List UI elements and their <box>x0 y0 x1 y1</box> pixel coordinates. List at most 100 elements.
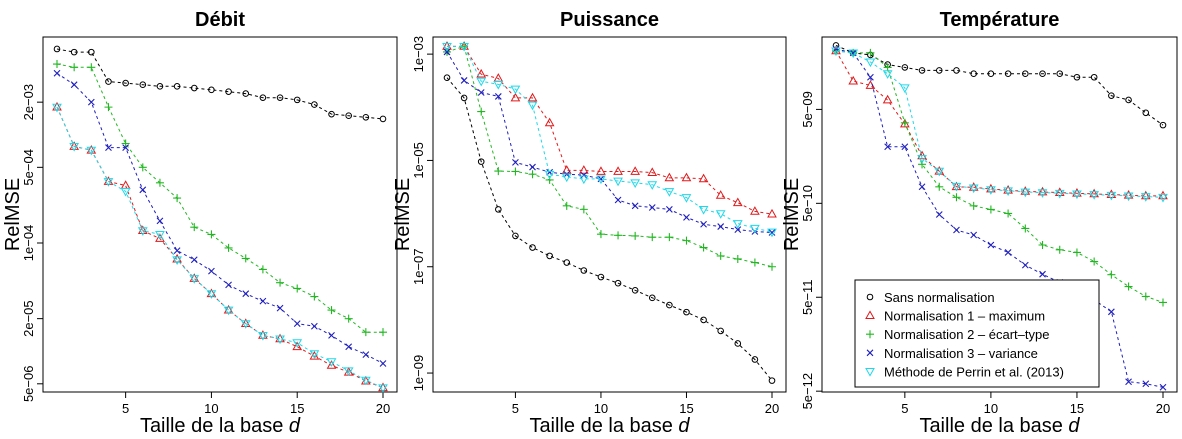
y-tick-label: 5e−09 <box>800 91 815 128</box>
x-tick-label: 15 <box>1070 401 1084 416</box>
data-point <box>310 292 319 301</box>
x-tick-label: 5 <box>122 401 129 416</box>
data-point <box>240 320 251 329</box>
series-line <box>835 50 1163 197</box>
data-point <box>105 144 112 152</box>
legend-entry: Normalisation 3 – variance <box>866 346 1038 361</box>
data-point <box>918 160 927 169</box>
data-point <box>883 63 892 72</box>
data-point <box>665 205 673 213</box>
data-point <box>309 350 320 360</box>
y-tick-label: 1e−03 <box>411 36 426 73</box>
data-point <box>986 183 996 193</box>
data-point <box>648 204 656 211</box>
legend-entry: Sans normalisation <box>866 290 995 305</box>
series-3 <box>832 46 1167 307</box>
data-point <box>259 94 267 101</box>
y-tick-label: 1e−05 <box>411 142 426 179</box>
y-tick-label: 1e−04 <box>21 225 36 262</box>
data-point <box>103 178 114 187</box>
chart-title: Puissance <box>560 9 659 31</box>
data-point <box>698 173 709 183</box>
data-point <box>631 287 639 294</box>
data-point <box>223 304 234 314</box>
data-point <box>596 230 605 239</box>
data-point <box>493 80 504 90</box>
data-point <box>578 175 589 185</box>
data-point <box>105 78 112 85</box>
data-point <box>207 230 216 239</box>
data-point <box>1089 191 1100 200</box>
data-point <box>293 284 302 293</box>
data-point <box>1038 241 1047 250</box>
data-point <box>1106 189 1117 198</box>
data-point <box>750 206 760 215</box>
data-point <box>768 377 776 384</box>
data-point <box>1125 96 1132 104</box>
data-point <box>361 328 370 337</box>
series-line <box>56 106 384 389</box>
data-point <box>935 67 943 74</box>
data-point <box>1107 308 1115 316</box>
data-point <box>69 143 80 152</box>
data-point <box>258 330 268 339</box>
data-point <box>734 226 742 233</box>
data-point <box>378 384 388 393</box>
data-point <box>242 90 250 97</box>
data-point <box>137 227 148 236</box>
data-point <box>122 79 129 87</box>
data-point <box>494 167 503 176</box>
data-point <box>596 166 606 175</box>
data-point <box>241 254 250 263</box>
data-point <box>1054 189 1065 199</box>
data-point <box>52 101 62 111</box>
data-point <box>103 176 114 185</box>
data-point <box>969 201 978 210</box>
data-point <box>1004 70 1012 77</box>
data-point <box>666 301 673 309</box>
data-point <box>1004 209 1013 218</box>
data-point <box>970 231 978 239</box>
data-point <box>104 103 113 112</box>
data-point <box>1090 73 1098 81</box>
legend-label: Méthode de Perrin et al. (2013) <box>884 364 1064 379</box>
data-point <box>326 358 337 367</box>
series-line <box>446 51 773 233</box>
data-point <box>614 279 622 287</box>
data-point <box>700 316 707 324</box>
legend-label: Normalisation 2 – écart–type <box>884 327 1049 342</box>
data-point <box>53 69 61 77</box>
y-tick-label: 5e−12 <box>800 373 815 410</box>
data-point <box>327 306 336 315</box>
data-point <box>494 93 502 100</box>
data-point <box>1003 184 1013 194</box>
data-point <box>613 166 623 175</box>
data-point <box>345 343 353 351</box>
data-point <box>225 281 232 289</box>
data-point <box>715 190 726 199</box>
legend-marker <box>865 368 875 377</box>
data-point <box>597 273 605 281</box>
data-point <box>734 340 742 347</box>
x-tick-label: 5 <box>512 401 519 416</box>
data-point <box>545 175 554 184</box>
data-point <box>1106 191 1117 201</box>
data-point <box>495 206 502 213</box>
series-line <box>446 77 773 381</box>
data-point <box>293 320 301 327</box>
data-point <box>1158 193 1168 203</box>
y-axis-label: RelMSE <box>2 178 24 251</box>
data-point <box>1072 248 1081 257</box>
data-point <box>987 70 995 77</box>
series-line <box>447 45 773 233</box>
data-point <box>750 258 759 267</box>
data-point <box>172 256 182 265</box>
data-point <box>223 306 234 316</box>
data-point <box>477 89 485 96</box>
data-point <box>87 63 96 72</box>
panel-2: Puissance RelMSE Taille de la base d 5 10 15 2… <box>392 9 787 437</box>
data-point <box>88 48 95 56</box>
x-axis-label-variable: d <box>678 415 690 437</box>
data-point <box>715 210 726 219</box>
